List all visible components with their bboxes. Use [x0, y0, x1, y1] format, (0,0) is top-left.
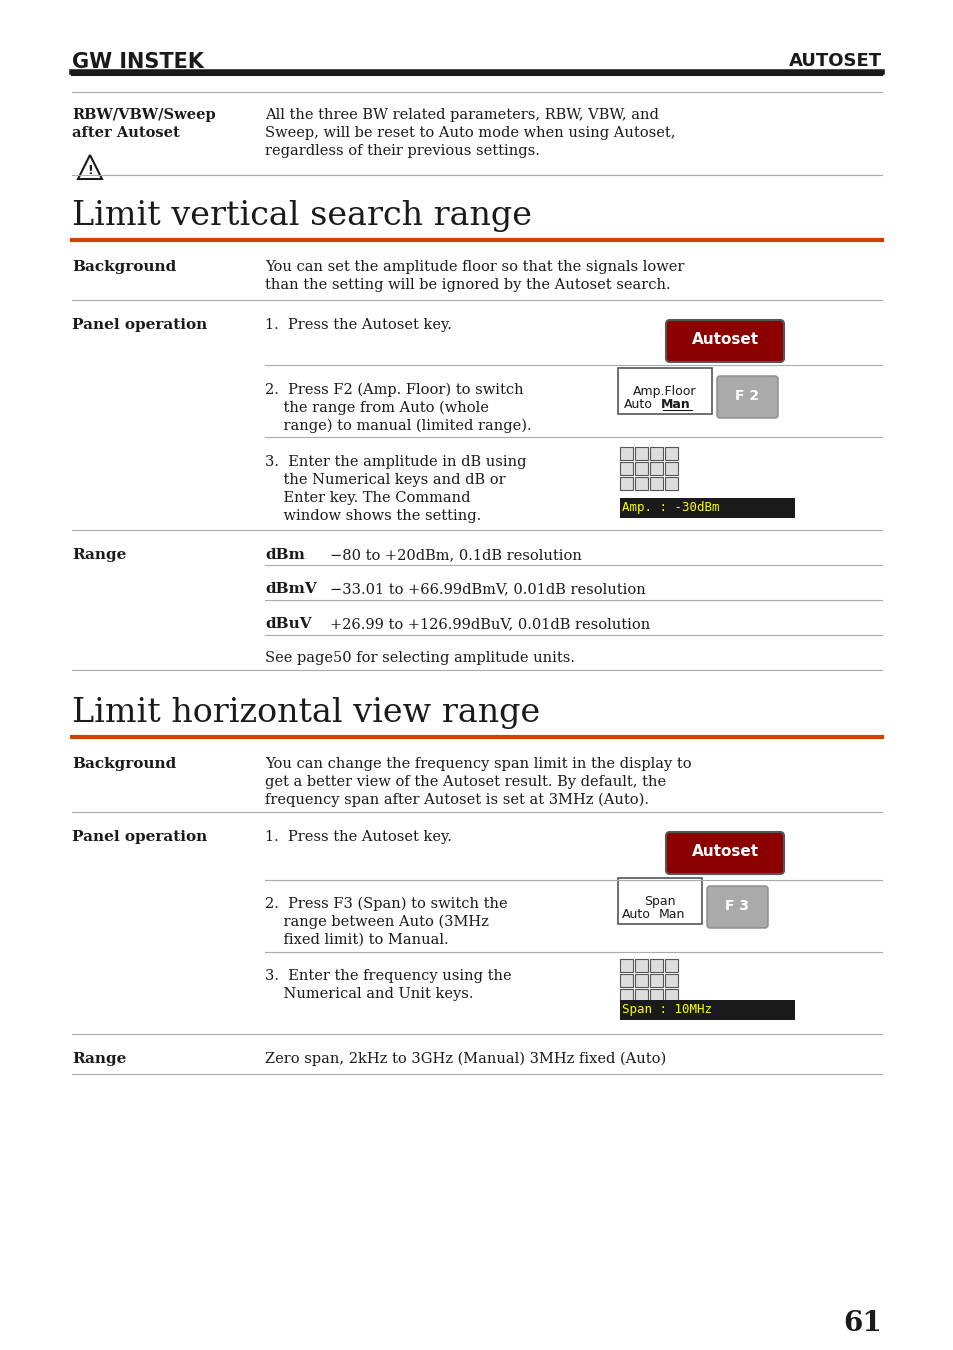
Bar — [649, 973, 662, 987]
Text: Background: Background — [71, 261, 176, 274]
Text: See page50 for selecting amplitude units.: See page50 for selecting amplitude units… — [265, 651, 575, 666]
Text: 3.  Enter the amplitude in dB using: 3. Enter the amplitude in dB using — [265, 455, 526, 468]
Text: than the setting will be ignored by the Autoset search.: than the setting will be ignored by the … — [265, 278, 670, 292]
Text: 3.  Enter the frequency using the: 3. Enter the frequency using the — [265, 969, 511, 983]
Text: range) to manual (limited range).: range) to manual (limited range). — [265, 418, 531, 433]
Bar — [664, 447, 678, 460]
Text: +26.99 to +126.99dBuV, 0.01dB resolution: +26.99 to +126.99dBuV, 0.01dB resolution — [330, 617, 650, 630]
Text: Man: Man — [660, 398, 690, 412]
Text: Background: Background — [71, 757, 176, 771]
Text: F 2: F 2 — [734, 389, 759, 404]
Text: You can change the frequency span limit in the display to: You can change the frequency span limit … — [265, 757, 691, 771]
Text: the range from Auto (whole: the range from Auto (whole — [265, 401, 488, 416]
Text: 2.  Press F2 (Amp. Floor) to switch: 2. Press F2 (Amp. Floor) to switch — [265, 383, 523, 397]
Text: Auto: Auto — [621, 907, 650, 921]
Bar — [619, 462, 633, 475]
Bar — [619, 477, 633, 490]
Text: AUTOSET: AUTOSET — [788, 53, 882, 70]
FancyBboxPatch shape — [706, 886, 767, 927]
Bar — [649, 958, 662, 972]
Text: Range: Range — [71, 548, 126, 562]
Bar — [664, 477, 678, 490]
Text: Enter key. The Command: Enter key. The Command — [265, 491, 470, 505]
Text: GW INSTEK: GW INSTEK — [71, 53, 204, 72]
FancyBboxPatch shape — [665, 320, 783, 362]
Bar — [635, 447, 647, 460]
Bar — [619, 447, 633, 460]
Text: 61: 61 — [842, 1310, 882, 1336]
Text: Zero span, 2kHz to 3GHz (Manual) 3MHz fixed (Auto): Zero span, 2kHz to 3GHz (Manual) 3MHz fi… — [265, 1052, 665, 1066]
Text: regardless of their previous settings.: regardless of their previous settings. — [265, 144, 539, 158]
Text: Autoset: Autoset — [691, 332, 758, 347]
Bar — [619, 958, 633, 972]
Bar — [649, 477, 662, 490]
Text: Auto: Auto — [623, 398, 652, 412]
Text: 2.  Press F3 (Span) to switch the: 2. Press F3 (Span) to switch the — [265, 896, 507, 911]
Text: Span : 10MHz: Span : 10MHz — [621, 1003, 711, 1015]
Text: −80 to +20dBm, 0.1dB resolution: −80 to +20dBm, 0.1dB resolution — [330, 548, 581, 562]
Text: All the three BW related parameters, RBW, VBW, and: All the three BW related parameters, RBW… — [265, 108, 659, 122]
Text: the Numerical keys and dB or: the Numerical keys and dB or — [265, 472, 505, 487]
Text: get a better view of the Autoset result. By default, the: get a better view of the Autoset result.… — [265, 775, 665, 788]
Text: Range: Range — [71, 1052, 126, 1066]
Bar — [649, 447, 662, 460]
Text: Limit vertical search range: Limit vertical search range — [71, 200, 532, 232]
Text: dBuV: dBuV — [265, 617, 312, 630]
Text: dBmV: dBmV — [265, 582, 316, 595]
Text: RBW/VBW/Sweep: RBW/VBW/Sweep — [71, 108, 215, 122]
Bar — [619, 1000, 794, 1021]
Bar — [619, 973, 633, 987]
Text: window shows the setting.: window shows the setting. — [265, 509, 480, 522]
FancyBboxPatch shape — [665, 832, 783, 873]
Bar — [619, 498, 794, 518]
Bar — [635, 990, 647, 1002]
Text: Man: Man — [659, 907, 684, 921]
Bar — [664, 958, 678, 972]
Bar — [635, 973, 647, 987]
Bar — [619, 990, 633, 1002]
Text: Autoset: Autoset — [691, 845, 758, 860]
Text: Span: Span — [643, 895, 675, 907]
Text: Limit horizontal view range: Limit horizontal view range — [71, 697, 539, 729]
FancyBboxPatch shape — [618, 369, 711, 414]
Text: −33.01 to +66.99dBmV, 0.01dB resolution: −33.01 to +66.99dBmV, 0.01dB resolution — [330, 582, 645, 595]
Text: fixed limit) to Manual.: fixed limit) to Manual. — [265, 933, 448, 946]
Text: 1.  Press the Autoset key.: 1. Press the Autoset key. — [265, 830, 452, 844]
Text: range between Auto (3MHz: range between Auto (3MHz — [265, 915, 488, 929]
Bar — [635, 958, 647, 972]
Bar — [635, 477, 647, 490]
Text: Numerical and Unit keys.: Numerical and Unit keys. — [265, 987, 473, 1000]
Text: 1.  Press the Autoset key.: 1. Press the Autoset key. — [265, 319, 452, 332]
Text: Amp.Floor: Amp.Floor — [633, 385, 696, 397]
Text: Amp. : -30dBm: Amp. : -30dBm — [621, 501, 719, 513]
Bar — [649, 462, 662, 475]
Bar — [649, 990, 662, 1002]
Text: F 3: F 3 — [724, 899, 748, 913]
Text: You can set the amplitude floor so that the signals lower: You can set the amplitude floor so that … — [265, 261, 683, 274]
Bar — [664, 462, 678, 475]
FancyBboxPatch shape — [618, 878, 701, 923]
Text: dBm: dBm — [265, 548, 305, 562]
Text: Panel operation: Panel operation — [71, 319, 207, 332]
Text: after Autoset: after Autoset — [71, 126, 179, 140]
Bar — [664, 973, 678, 987]
FancyBboxPatch shape — [717, 377, 778, 418]
Bar — [635, 462, 647, 475]
Bar — [664, 990, 678, 1002]
Text: Panel operation: Panel operation — [71, 830, 207, 844]
Text: !: ! — [87, 165, 92, 177]
Text: Sweep, will be reset to Auto mode when using Autoset,: Sweep, will be reset to Auto mode when u… — [265, 126, 675, 140]
Text: frequency span after Autoset is set at 3MHz (Auto).: frequency span after Autoset is set at 3… — [265, 792, 648, 807]
